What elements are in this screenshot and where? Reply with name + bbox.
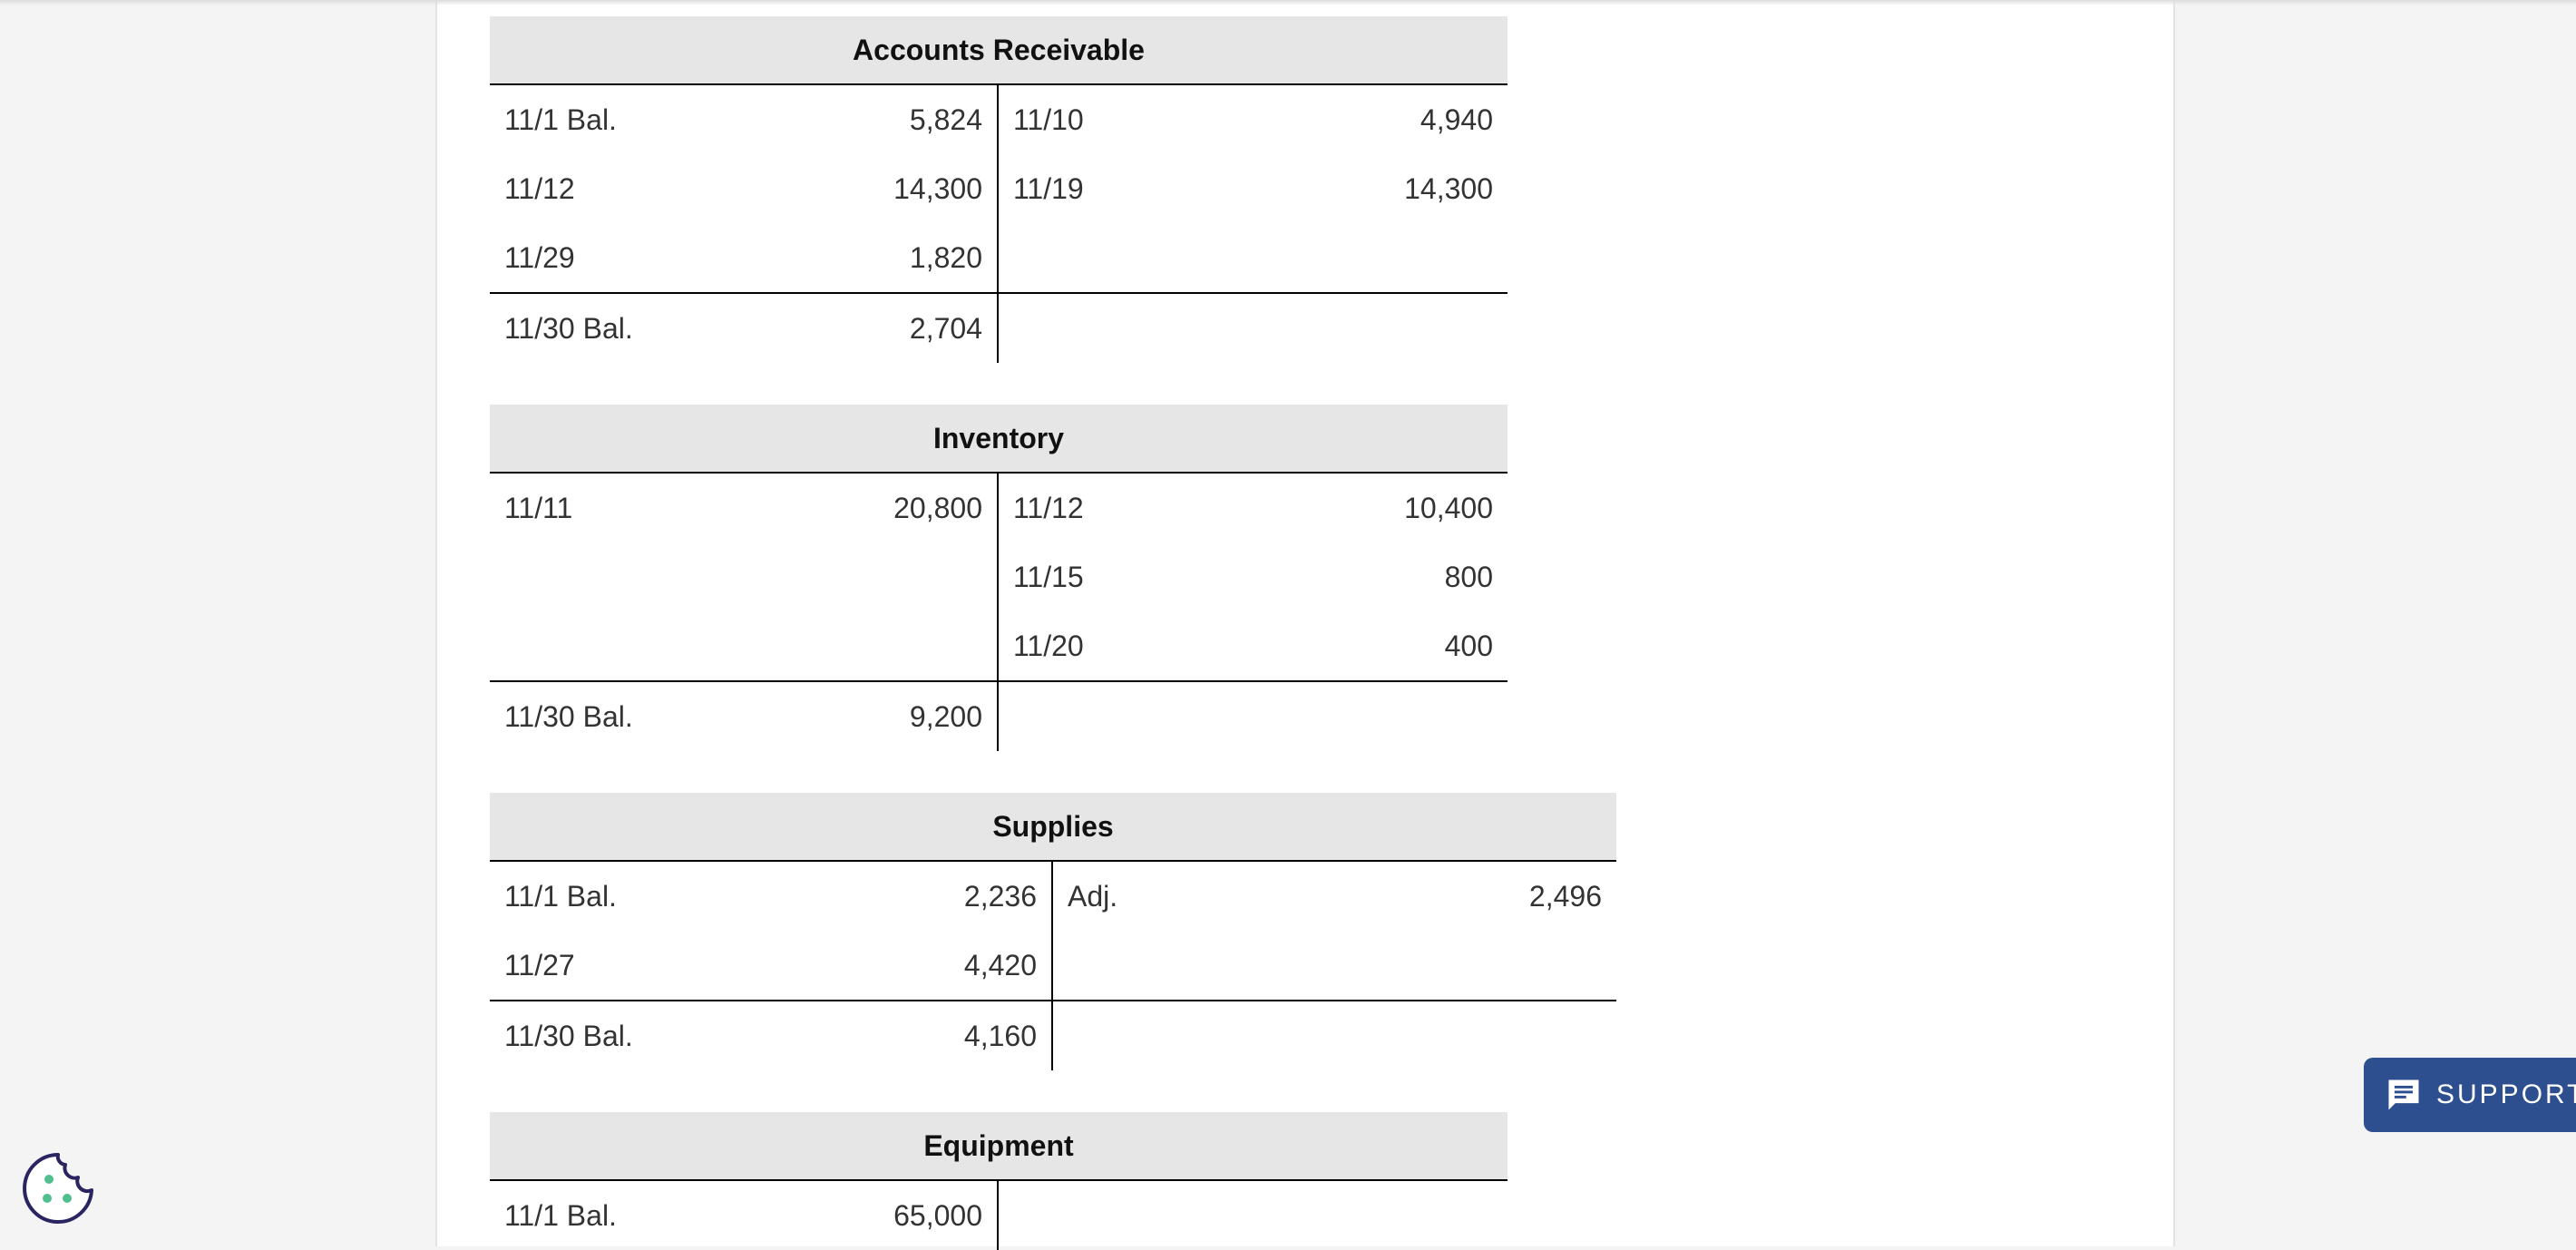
credit-label: 11/19	[1013, 171, 1084, 205]
debit-value: 20,800	[893, 491, 982, 524]
chat-icon	[2384, 1075, 2424, 1115]
debit-label: 11/1 Bal.	[504, 103, 617, 136]
t-account-equipment: Equipment 11/1 Bal. 65,000	[490, 1112, 1508, 1250]
balance-label: 11/30 Bal.	[504, 311, 633, 345]
t-account-row: 11/29 1,820	[490, 223, 1508, 292]
t-account-inventory: Inventory 11/11 20,800 11/12 10,400 11/15 8…	[490, 405, 1508, 751]
t-account-row: 11/1 Bal. 2,236 Adj. 2,496	[490, 862, 1616, 931]
debit-label: 11/12	[504, 171, 575, 205]
t-account-row: 11/1 Bal. 65,000	[490, 1181, 1508, 1250]
t-account-balance-row: 11/30 Bal. 9,200	[490, 680, 1508, 751]
cookie-icon	[23, 1153, 93, 1224]
credit-value: 14,300	[1404, 171, 1493, 205]
credit-label: 11/12	[1013, 491, 1084, 524]
support-button[interactable]: SUPPORT	[2364, 1058, 2576, 1132]
credit-label: 11/15	[1013, 560, 1084, 593]
t-account-balance-row: 11/30 Bal. 4,160	[490, 1000, 1616, 1070]
debit-value: 65,000	[893, 1198, 982, 1232]
balance-value: 2,704	[909, 311, 982, 345]
t-account-title: Accounts Receivable	[490, 16, 1508, 85]
credit-value: 10,400	[1404, 491, 1493, 524]
debit-label: 11/11	[504, 491, 573, 524]
support-label: SUPPORT	[2436, 1079, 2576, 1109]
t-account-row: 11/20 400	[490, 611, 1508, 680]
t-account-row: 11/1 Bal. 5,824 11/10 4,940	[490, 85, 1508, 154]
t-account-title: Inventory	[490, 405, 1508, 474]
balance-value: 4,160	[963, 1019, 1037, 1052]
debit-value: 4,420	[963, 948, 1037, 981]
top-shadow	[0, 0, 2576, 5]
credit-label: 11/10	[1013, 103, 1084, 136]
t-account-title: Equipment	[490, 1112, 1508, 1181]
debit-label: 11/1 Bal.	[504, 879, 617, 913]
t-account-row: 11/11 20,800 11/12 10,400	[490, 474, 1508, 542]
debit-value: 14,300	[893, 171, 982, 205]
t-account-title: Supplies	[490, 793, 1616, 862]
debit-value: 5,824	[909, 103, 982, 136]
t-account-row: 11/27 4,420	[490, 931, 1616, 1000]
credit-label: Adj.	[1068, 879, 1118, 913]
balance-label: 11/30 Bal.	[504, 1019, 633, 1052]
content-panel	[435, 0, 2175, 1246]
credit-value: 2,496	[1528, 879, 1602, 913]
debit-label: 11/27	[504, 948, 575, 981]
debit-value: 2,236	[963, 879, 1037, 913]
debit-value: 1,820	[909, 240, 982, 274]
t-account-row: 11/15 800	[490, 542, 1508, 611]
t-account-accounts-receivable: Accounts Receivable 11/1 Bal. 5,824 11/10…	[490, 16, 1508, 363]
credit-value: 4,940	[1420, 103, 1493, 136]
t-account-balance-row: 11/30 Bal. 2,704	[490, 292, 1508, 363]
credit-value: 400	[1444, 629, 1493, 662]
cookie-settings-button[interactable]	[20, 1150, 96, 1226]
credit-label: 11/20	[1013, 629, 1084, 662]
debit-label: 11/29	[504, 240, 575, 274]
balance-label: 11/30 Bal.	[504, 699, 633, 733]
t-account-supplies: Supplies 11/1 Bal. 2,236 Adj. 2,496 11/27 4…	[490, 793, 1616, 1070]
balance-value: 9,200	[909, 699, 982, 733]
t-account-row: 11/12 14,300 11/19 14,300	[490, 154, 1508, 223]
debit-label: 11/1 Bal.	[504, 1198, 617, 1232]
credit-value: 800	[1444, 560, 1493, 593]
